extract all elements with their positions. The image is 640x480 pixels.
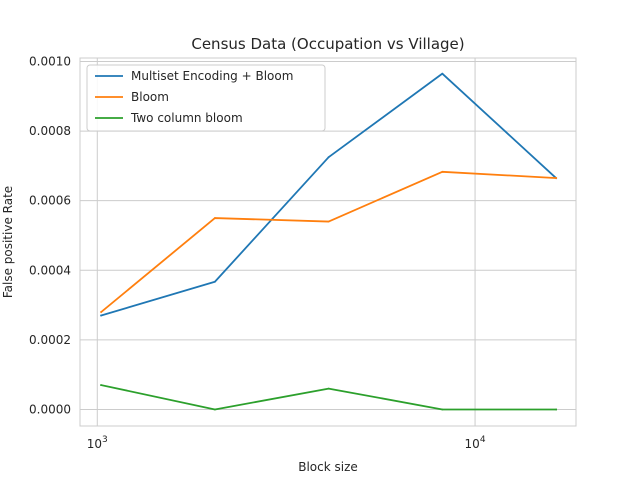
legend-label: Bloom <box>131 90 169 104</box>
legend-label: Two column bloom <box>130 111 243 125</box>
data-point <box>327 387 330 390</box>
y-tick-label: 0.0010 <box>29 54 71 68</box>
x-tick-base: 10 <box>465 437 480 451</box>
data-point <box>100 311 103 313</box>
x-tick-label: 103 <box>87 435 108 451</box>
x-axis-ticks: 103 104 <box>87 435 486 451</box>
x-axis-label: Block size <box>298 460 358 474</box>
y-axis-ticks: 0.0000 0.0002 0.0004 0.0006 0.0008 0.0010 <box>29 54 71 416</box>
data-point <box>214 217 216 219</box>
x-tick-exponent: 4 <box>480 435 486 445</box>
data-point <box>214 280 216 283</box>
data-point <box>555 177 557 179</box>
data-point <box>555 408 557 411</box>
data-point <box>441 72 444 75</box>
legend-box <box>86 64 326 132</box>
data-point <box>214 408 216 411</box>
x-tick-base: 10 <box>87 437 102 451</box>
y-tick-label: 0.0006 <box>29 194 71 208</box>
data-point <box>327 220 330 223</box>
data-point <box>327 156 330 159</box>
y-tick-label: 0.0004 <box>29 263 71 277</box>
chart-title: Census Data (Occupation vs Village) <box>191 35 464 53</box>
data-point <box>441 408 444 411</box>
y-axis-label: False positive Rate <box>1 186 15 298</box>
plot-frame <box>79 57 577 427</box>
data-point <box>100 314 103 317</box>
data-point <box>100 384 103 387</box>
x-tick-label: 104 <box>465 435 486 451</box>
series-layer <box>99 72 558 411</box>
x-tick-exponent: 3 <box>102 435 108 445</box>
legend-label: Multiset Encoding + Bloom <box>131 69 293 83</box>
data-point <box>441 170 444 173</box>
y-tick-label: 0.0000 <box>29 402 71 416</box>
y-tick-label: 0.0008 <box>29 124 71 138</box>
legend: Multiset Encoding + Bloom Bloom Two column… <box>86 64 326 132</box>
y-tick-label: 0.0002 <box>29 333 71 347</box>
